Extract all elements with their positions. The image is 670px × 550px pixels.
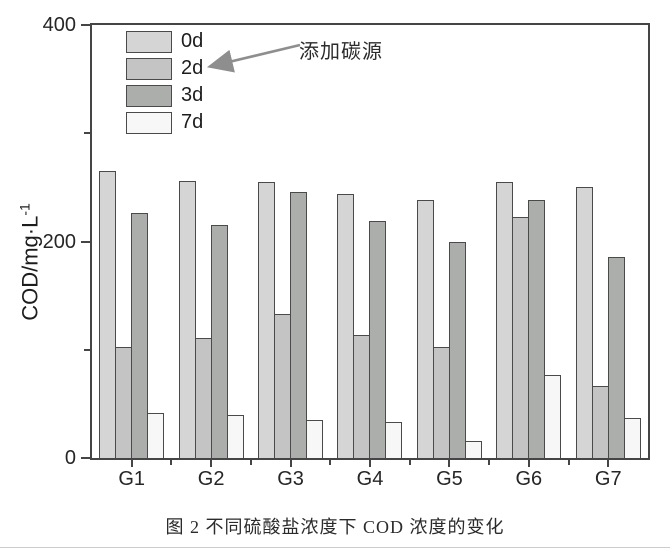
legend-swatch-3d <box>126 84 172 107</box>
bar-7d-G2 <box>226 414 244 458</box>
bar-2d-G7 <box>591 385 609 458</box>
bar-0d-G4 <box>337 193 355 458</box>
bar-group-G4 <box>330 25 409 458</box>
legend-item-7d: 7d <box>126 111 203 134</box>
x-tick-label-G7: G7 <box>594 468 622 490</box>
bar-3d-G1 <box>131 213 149 458</box>
bar-0d-G7 <box>575 187 593 458</box>
bar-0d-G6 <box>496 182 514 458</box>
bar-3d-G2 <box>210 225 228 458</box>
x-tick-G3 <box>289 460 292 467</box>
x-tick-G6 <box>527 460 530 467</box>
bar-2d-G6 <box>512 216 530 458</box>
x-minor-tick-2 <box>249 460 252 465</box>
x-tick-label-G1: G1 <box>118 468 146 490</box>
x-tick-label-G2: G2 <box>197 468 225 490</box>
y-axis-title-superscript: -1 <box>16 203 33 216</box>
legend-swatch-0d <box>126 30 172 53</box>
bar-7d-G1 <box>147 412 165 458</box>
y-minor-tick-300 <box>84 132 90 135</box>
x-tick-label-G4: G4 <box>356 468 384 490</box>
bar-3d-G6 <box>528 200 546 458</box>
bar-3d-G7 <box>607 256 625 458</box>
legend-swatch-2d <box>126 57 172 80</box>
bar-groups <box>92 25 648 458</box>
x-tick-label-G5: G5 <box>436 468 463 490</box>
x-tick-G1 <box>130 460 133 467</box>
bar-2d-G4 <box>353 334 371 458</box>
bar-3d-G5 <box>448 241 466 458</box>
bar-3d-G3 <box>290 191 308 458</box>
bar-group-G5 <box>410 25 489 458</box>
x-tick-G5 <box>448 460 451 467</box>
bar-7d-G3 <box>306 420 324 458</box>
bar-group-G1 <box>92 25 171 458</box>
x-tick-label-G3: G3 <box>277 468 304 490</box>
bar-7d-G4 <box>385 422 403 458</box>
bar-group-G7 <box>569 25 648 458</box>
bar-2d-G1 <box>115 346 133 458</box>
annotation-add-carbon-label: 添加碳源 <box>299 41 383 63</box>
x-tick-label-G6: G6 <box>515 468 543 490</box>
legend: 0d 2d 3d 7d <box>126 30 203 138</box>
y-tick-400 <box>81 24 90 26</box>
x-tick-G7 <box>607 460 610 467</box>
y-tick-label-400: 400 <box>42 14 76 36</box>
x-minor-tick-5 <box>488 460 491 465</box>
legend-item-2d: 2d <box>126 57 203 80</box>
bar-group-G3 <box>251 25 330 458</box>
x-minor-tick-6 <box>567 460 570 465</box>
bar-0d-G2 <box>178 180 196 458</box>
legend-swatch-7d <box>126 111 172 134</box>
bar-3d-G4 <box>369 220 387 458</box>
x-minor-tick-1 <box>170 460 173 465</box>
bar-0d-G3 <box>258 182 276 458</box>
bar-group-G6 <box>489 25 568 458</box>
annotation-arrow-icon <box>206 43 301 73</box>
bar-0d-G5 <box>416 200 434 458</box>
figure-caption: 图 2 不同硫酸盐浓度下 COD 浓度的变化 <box>165 517 505 537</box>
bar-2d-G5 <box>432 346 450 458</box>
bar-2d-G3 <box>274 314 292 458</box>
x-minor-tick-3 <box>329 460 332 465</box>
x-minor-tick-4 <box>408 460 411 465</box>
y-tick-200 <box>81 240 90 243</box>
legend-item-3d: 3d <box>126 84 203 107</box>
y-tick-label-0: 0 <box>64 447 76 469</box>
legend-label-0d: 0d <box>181 30 204 52</box>
y-tick-0 <box>81 457 90 459</box>
legend-label-7d: 7d <box>181 111 204 133</box>
legend-label-3d: 3d <box>181 84 204 106</box>
bar-group-G2 <box>171 25 250 458</box>
legend-label-2d: 2d <box>181 57 204 79</box>
bar-7d-G6 <box>544 374 562 458</box>
x-tick-G2 <box>210 460 213 467</box>
x-tick-G4 <box>369 460 371 467</box>
bar-7d-G7 <box>623 417 641 458</box>
bottom-divider <box>0 547 670 548</box>
y-minor-tick-100 <box>84 348 90 351</box>
plot-area <box>90 23 650 460</box>
legend-item-0d: 0d <box>126 30 203 53</box>
bar-2d-G2 <box>194 337 212 458</box>
bar-7d-G5 <box>464 440 482 458</box>
bar-0d-G1 <box>99 171 117 458</box>
y-axis-title: COD/mg·L-1 <box>16 203 43 321</box>
y-tick-label-200: 200 <box>42 230 76 253</box>
